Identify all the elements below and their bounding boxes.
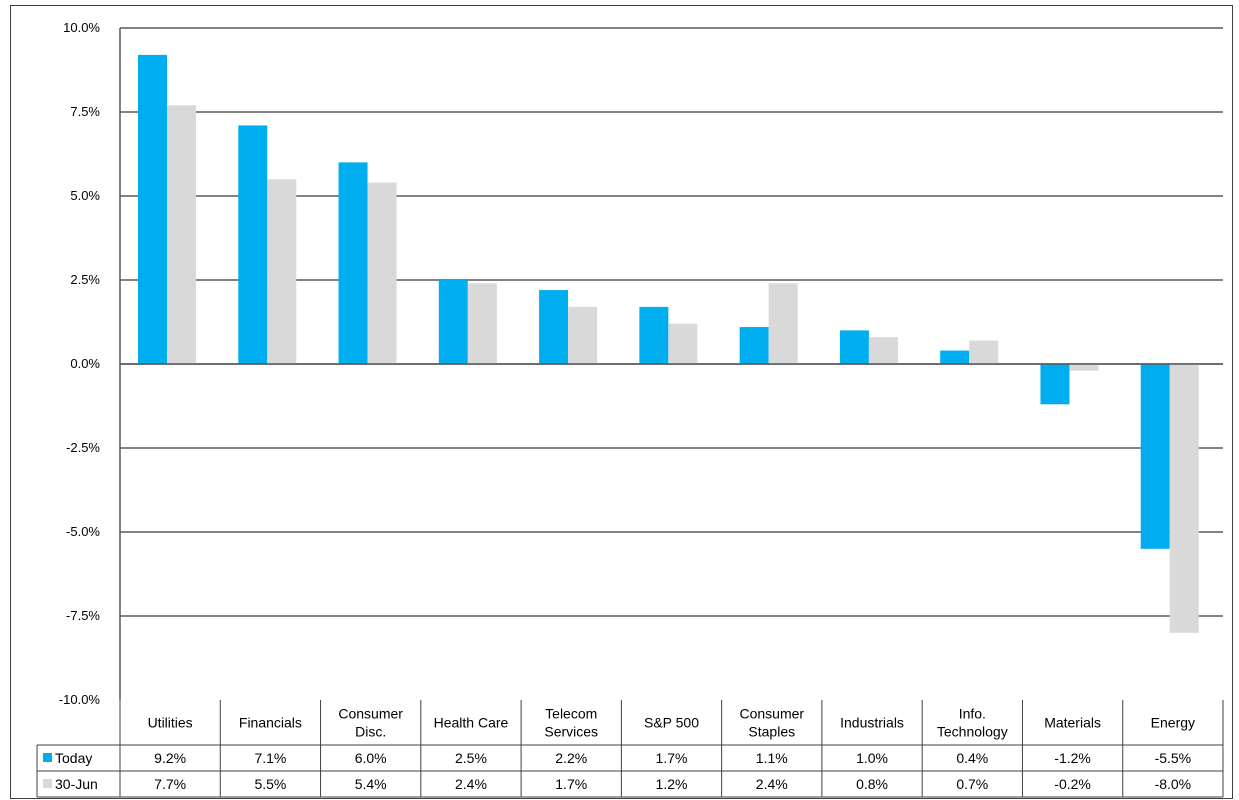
legend-series-name: 30-Jun [55,776,98,792]
data-value-label: 5.4% [355,776,387,792]
data-value-label: 0.7% [956,776,988,792]
bar-today [1040,364,1070,405]
x-category-label: Staples [748,724,795,740]
bar-30-jun [868,337,898,364]
x-category-label: Health Care [434,715,509,731]
y-tick-label: -7.5% [66,608,100,623]
x-category-label: Info. [959,706,986,722]
chart-frame [10,5,1233,799]
x-category-label: Materials [1044,715,1101,731]
x-category-label: Telecom [545,706,597,722]
data-value-label: -0.2% [1054,776,1091,792]
x-category-label: Disc. [355,724,386,740]
bar-30-jun [1169,364,1199,633]
y-tick-label: -5.0% [66,524,100,539]
x-category-label: Industrials [840,715,904,731]
data-value-label: 2.4% [756,776,788,792]
x-category-label: S&P 500 [644,715,699,731]
y-tick-label: 10.0% [63,20,100,35]
x-category-label: Utilities [148,715,193,731]
bar-today [839,330,869,364]
bar-30-jun [668,323,698,364]
bar-30-jun [768,283,798,364]
bar-30-jun [467,283,497,364]
bar-today [739,327,769,364]
data-value-label: 9.2% [154,750,186,766]
data-value-label: 7.1% [254,750,286,766]
x-category-label: Financials [239,715,302,731]
data-value-label: 0.4% [956,750,988,766]
data-value-label: -8.0% [1155,776,1192,792]
y-axis-tick-labels: 10.0% 7.5% 5.0% 2.5% 0.0% -2.5% -5.0% -7.5% -10.… [59,20,101,707]
data-value-label: 6.0% [355,750,387,766]
x-category-label: Consumer [338,706,403,722]
data-value-label: 1.0% [856,750,888,766]
bar-30-jun [969,340,999,364]
bar-today [1140,364,1170,549]
y-tick-label: 7.5% [70,104,100,119]
bar-today [438,280,468,364]
x-category-label: Consumer [739,706,804,722]
data-value-label: 0.8% [856,776,888,792]
x-category-label: Energy [1151,715,1195,731]
legend-series-name: Today [55,750,92,766]
data-value-label: -1.2% [1054,750,1091,766]
data-value-label: 1.2% [656,776,688,792]
legend-swatch-30-jun [43,779,52,788]
bar-today [238,125,268,364]
bar-today [338,162,368,364]
data-value-label: 1.1% [756,750,788,766]
x-category-label: Services [544,724,598,740]
data-value-label: 5.5% [254,776,286,792]
bar-today [639,306,669,364]
y-tick-label: 2.5% [70,272,100,287]
y-tick-label: 5.0% [70,188,100,203]
x-category-label: Technology [937,724,1008,740]
data-value-label: 7.7% [154,776,186,792]
bar-today [940,350,970,364]
bar-30-jun [267,179,297,364]
legend-swatch-today [43,753,52,762]
y-tick-label: 0.0% [70,356,100,371]
y-tick-label: -10.0% [59,692,101,707]
bar-30-jun [568,306,598,364]
bar-today [138,54,167,364]
data-value-label: 1.7% [555,776,587,792]
bar-30-jun [1069,364,1099,371]
data-value-label: -5.5% [1155,750,1192,766]
y-tick-label: -2.5% [66,440,100,455]
data-value-label: 1.7% [656,750,688,766]
bar-30-jun [167,105,196,364]
data-table: Utilities Financials Consumer Disc. Health C… [36,700,1224,798]
data-value-label: 2.5% [455,750,487,766]
data-value-label: 2.4% [455,776,487,792]
data-value-label: 2.2% [555,750,587,766]
bars [120,54,1223,633]
bar-30-jun [367,182,397,364]
bar-today [539,290,569,364]
